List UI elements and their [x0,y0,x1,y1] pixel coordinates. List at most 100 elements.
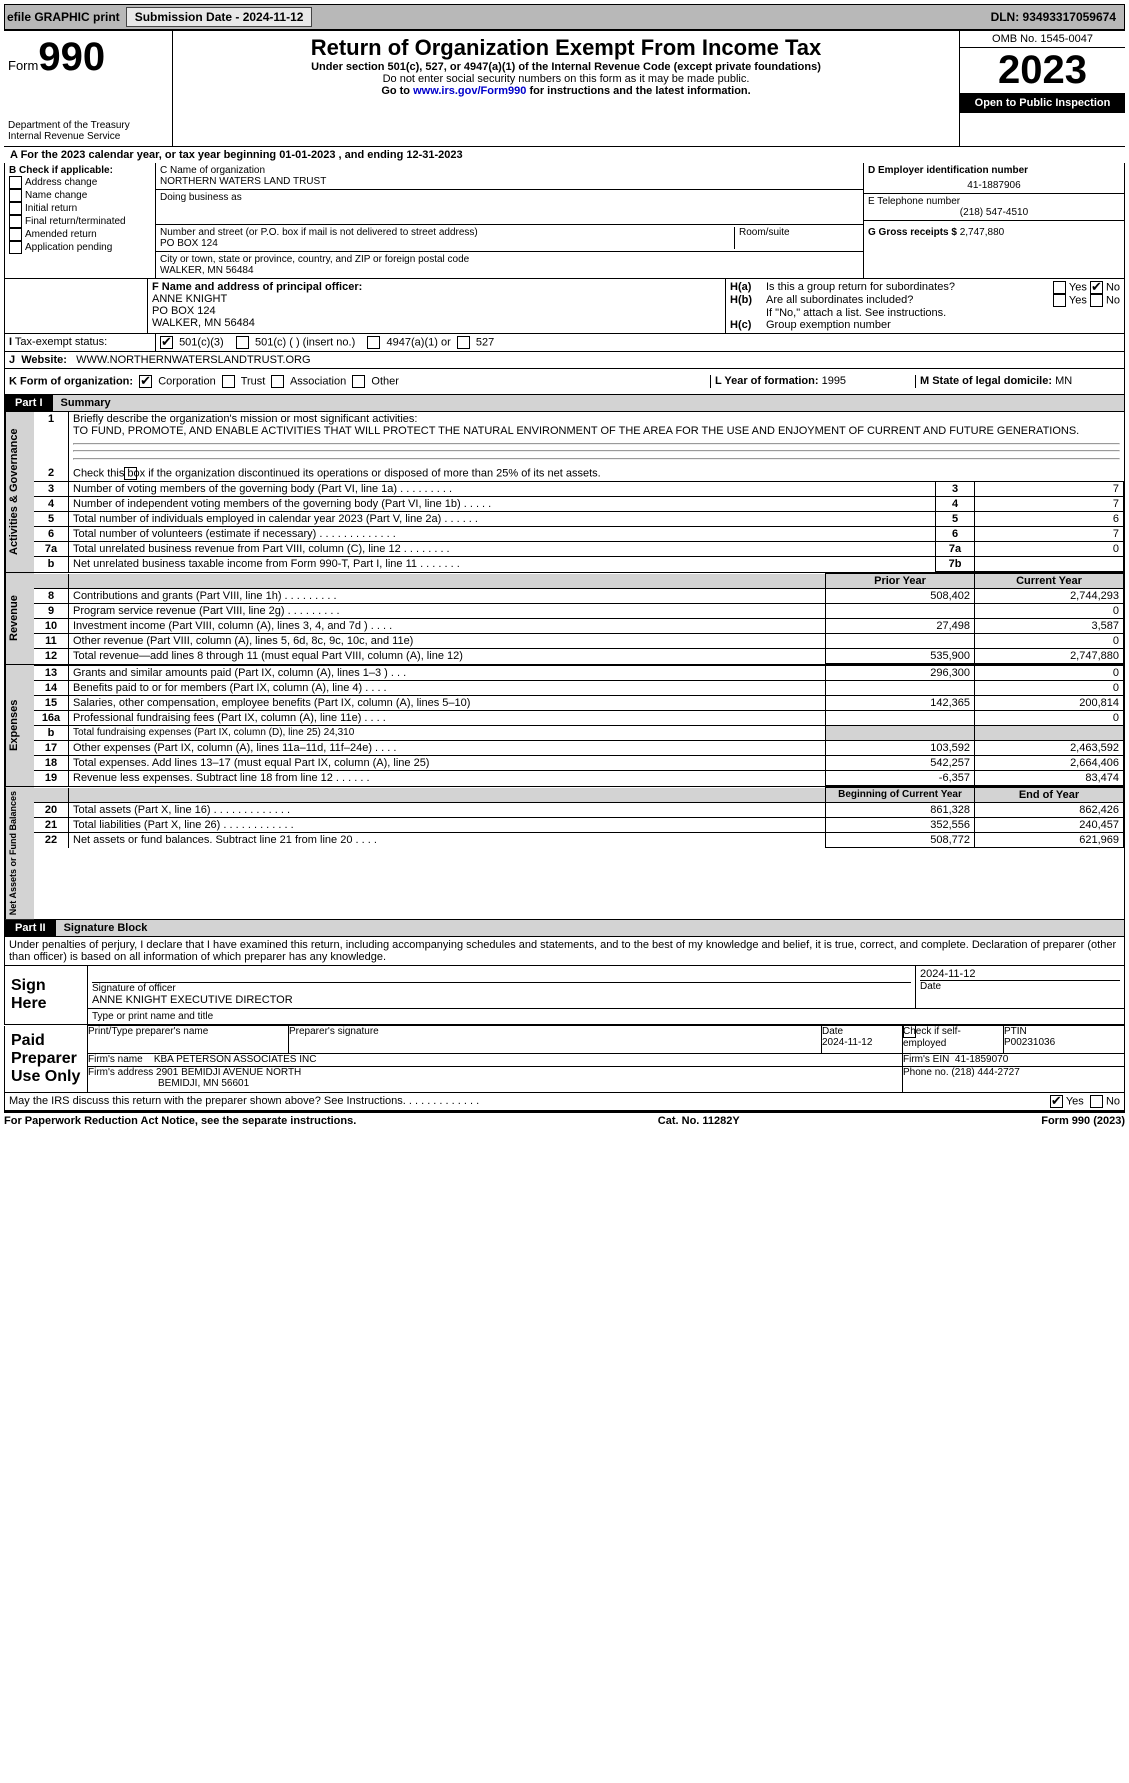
vlabel-governance: Activities & Governance [5,412,34,572]
paid-preparer: Paid Preparer Use Only [5,1026,88,1093]
box-k-label: K Form of organization: [9,375,133,387]
discuss-no[interactable] [1090,1095,1103,1108]
officer-sig-name: ANNE KNIGHT EXECUTIVE DIRECTOR [92,994,911,1006]
subtitle-2: Do not enter social security numbers on … [181,73,951,85]
room-label: Room/suite [734,227,859,249]
mission-text: TO FUND, PROMOTE, AND ENABLE ACTIVITIES … [73,425,1079,437]
ha-no[interactable] [1090,281,1103,294]
checkbox-amended[interactable] [9,228,22,241]
firm-addr: 2901 BEMIDJI AVENUE NORTH [156,1067,301,1078]
goto-post: for instructions and the latest informat… [526,85,750,97]
firm-ein: 41-1859070 [955,1054,1008,1065]
ha-label: Is this a group return for subordinates? [766,281,1053,294]
ha-yes[interactable] [1053,281,1066,294]
val-7b [975,557,1124,572]
form-number: 990 [38,35,105,79]
hb-no[interactable] [1090,294,1103,307]
prep-phone: (218) 444-2727 [951,1067,1019,1078]
box-c-label: C Name of organization [160,165,859,176]
firm-city: BEMIDJI, MN 56601 [88,1078,249,1089]
form-header: Form990 Department of the Treasury Inter… [4,30,1125,146]
gross-label: G Gross receipts $ [868,227,957,238]
val-5: 6 [975,512,1124,527]
checkbox-final-return[interactable] [9,215,22,228]
declaration: Under penalties of perjury, I declare th… [4,937,1125,966]
checkbox-initial-return[interactable] [9,202,22,215]
vlabel-expenses: Expenses [5,665,34,786]
cb-self-employed[interactable] [903,1025,916,1038]
cb-other[interactable] [352,375,365,388]
phone-label: E Telephone number [868,196,1120,207]
checkbox-name-change[interactable] [9,189,22,202]
org-form-row: K Form of organization: Corporation Trus… [4,369,1125,395]
city-value: WALKER, MN 56484 [160,265,859,276]
part1-header: Part I [5,395,53,411]
ein-value: 41-1887906 [868,176,1120,191]
hb-note: If "No," attach a list. See instructions… [730,307,1120,319]
box-b-label: B Check if applicable: [9,165,151,176]
sig-officer-label: Signature of officer [92,983,911,994]
state-domicile: MN [1055,375,1072,387]
sign-here: Sign Here [5,966,88,1025]
cb-501c[interactable] [236,336,249,349]
status-website-section: I Tax-exempt status: 501(c)(3) 501(c) ( … [4,334,1125,352]
street-value: PO BOX 124 [160,238,734,249]
val-3: 7 [975,482,1124,497]
ein-label: D Employer identification number [868,165,1120,176]
org-name: NORTHERN WATERS LAND TRUST [160,176,859,187]
hb-yes[interactable] [1053,294,1066,307]
checkbox-address-change[interactable] [9,176,22,189]
year-formation: 1995 [822,375,846,387]
website-row: J Website: WWW.NORTHERNWATERSLANDTRUST.O… [4,352,1125,369]
form-title: Return of Organization Exempt From Incom… [181,35,951,61]
part2-header: Part II [5,920,56,936]
tax-exempt-label: Tax-exempt status: [15,336,107,348]
website-value: WWW.NORTHERNWATERSLANDTRUST.ORG [76,354,310,366]
cb-discontinued[interactable] [124,467,137,480]
period-line: A For the 2023 calendar year, or tax yea… [4,146,1125,163]
part2-title: Signature Block [56,920,1124,936]
gross-value: 2,747,880 [960,227,1005,238]
phone-value: (218) 547-4510 [868,207,1120,218]
street-label: Number and street (or P.O. box if mail i… [160,227,734,238]
subtitle-1: Under section 501(c), 527, or 4947(a)(1)… [181,61,951,73]
pra-notice: For Paperwork Reduction Act Notice, see … [4,1115,356,1127]
part1-title: Summary [53,395,1124,411]
cb-501c3[interactable] [160,336,173,349]
efile-label: efile GRAPHIC print [7,10,120,24]
omb-number: OMB No. 1545-0047 [960,31,1125,48]
goto-pre: Go to [381,85,413,97]
identification-section: B Check if applicable: Address change Na… [4,163,1125,279]
tax-year: 2023 [960,48,1125,93]
hb-label: Are all subordinates included? [766,294,1053,307]
val-4: 7 [975,497,1124,512]
sig-date: 2024-11-12 [920,968,1120,981]
vlabel-net-assets: Net Assets or Fund Balances [5,787,34,919]
dba-label: Doing business as [160,192,859,203]
hc-label: Group exemption number [766,319,891,331]
cb-4947[interactable] [367,336,380,349]
dept-treasury: Department of the Treasury [8,120,168,131]
type-name-label: Type or print name and title [88,1009,1125,1025]
prior-year-hdr: Prior Year [826,574,975,589]
form-label: Form [8,58,38,73]
begin-year-hdr: Beginning of Current Year [826,788,975,803]
officer-street: PO BOX 124 [152,305,721,317]
checkbox-pending[interactable] [9,241,22,254]
date-label: Date [920,981,1120,992]
ptin: P00231036 [1004,1037,1055,1048]
val-7a: 0 [975,542,1124,557]
box-f-label: F Name and address of principal officer: [152,281,721,293]
cb-corp[interactable] [139,375,152,388]
cb-527[interactable] [457,336,470,349]
discuss-yes[interactable] [1050,1095,1063,1108]
irs-link[interactable]: www.irs.gov/Form990 [413,85,526,97]
cb-trust[interactable] [222,375,235,388]
form-footer: Form 990 (2023) [1041,1115,1125,1127]
cb-assoc[interactable] [271,375,284,388]
officer-name: ANNE KNIGHT [152,293,721,305]
val-6: 7 [975,527,1124,542]
cat-no: Cat. No. 11282Y [658,1115,740,1127]
officer-group-section: F Name and address of principal officer:… [4,279,1125,334]
current-year-hdr: Current Year [975,574,1124,589]
